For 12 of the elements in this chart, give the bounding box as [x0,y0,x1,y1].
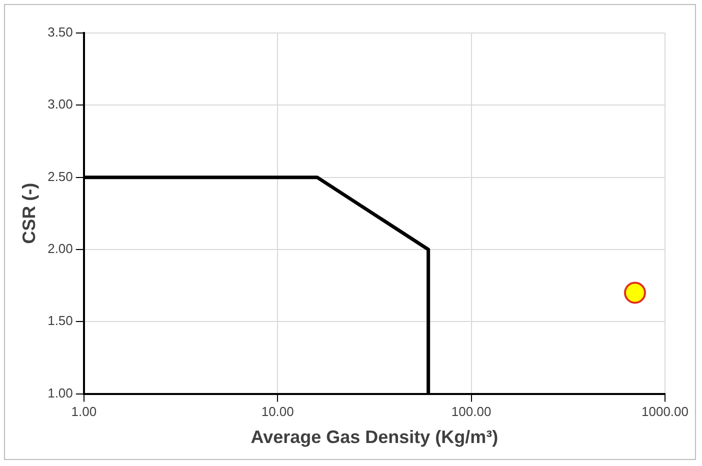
x-tick-label: 1.00 [71,404,97,420]
y-tick-label: 2.00 [48,241,73,256]
y-tick-label: 1.50 [48,313,73,328]
y-tick-label: 2.50 [48,168,73,184]
y-tick-label: 1.00 [48,385,73,400]
x-axis-title: Average Gas Density (Kg/m³) [250,427,498,448]
x-tick-label: 10.00 [261,404,294,420]
y-tick-label: 3.50 [48,24,73,40]
y-tick-label: 3.00 [48,96,73,112]
y-axis-title: CSR (-) [18,182,39,244]
x-tick-label: 100.00 [451,404,492,420]
x-tick-label: 1000.00 [642,404,688,420]
